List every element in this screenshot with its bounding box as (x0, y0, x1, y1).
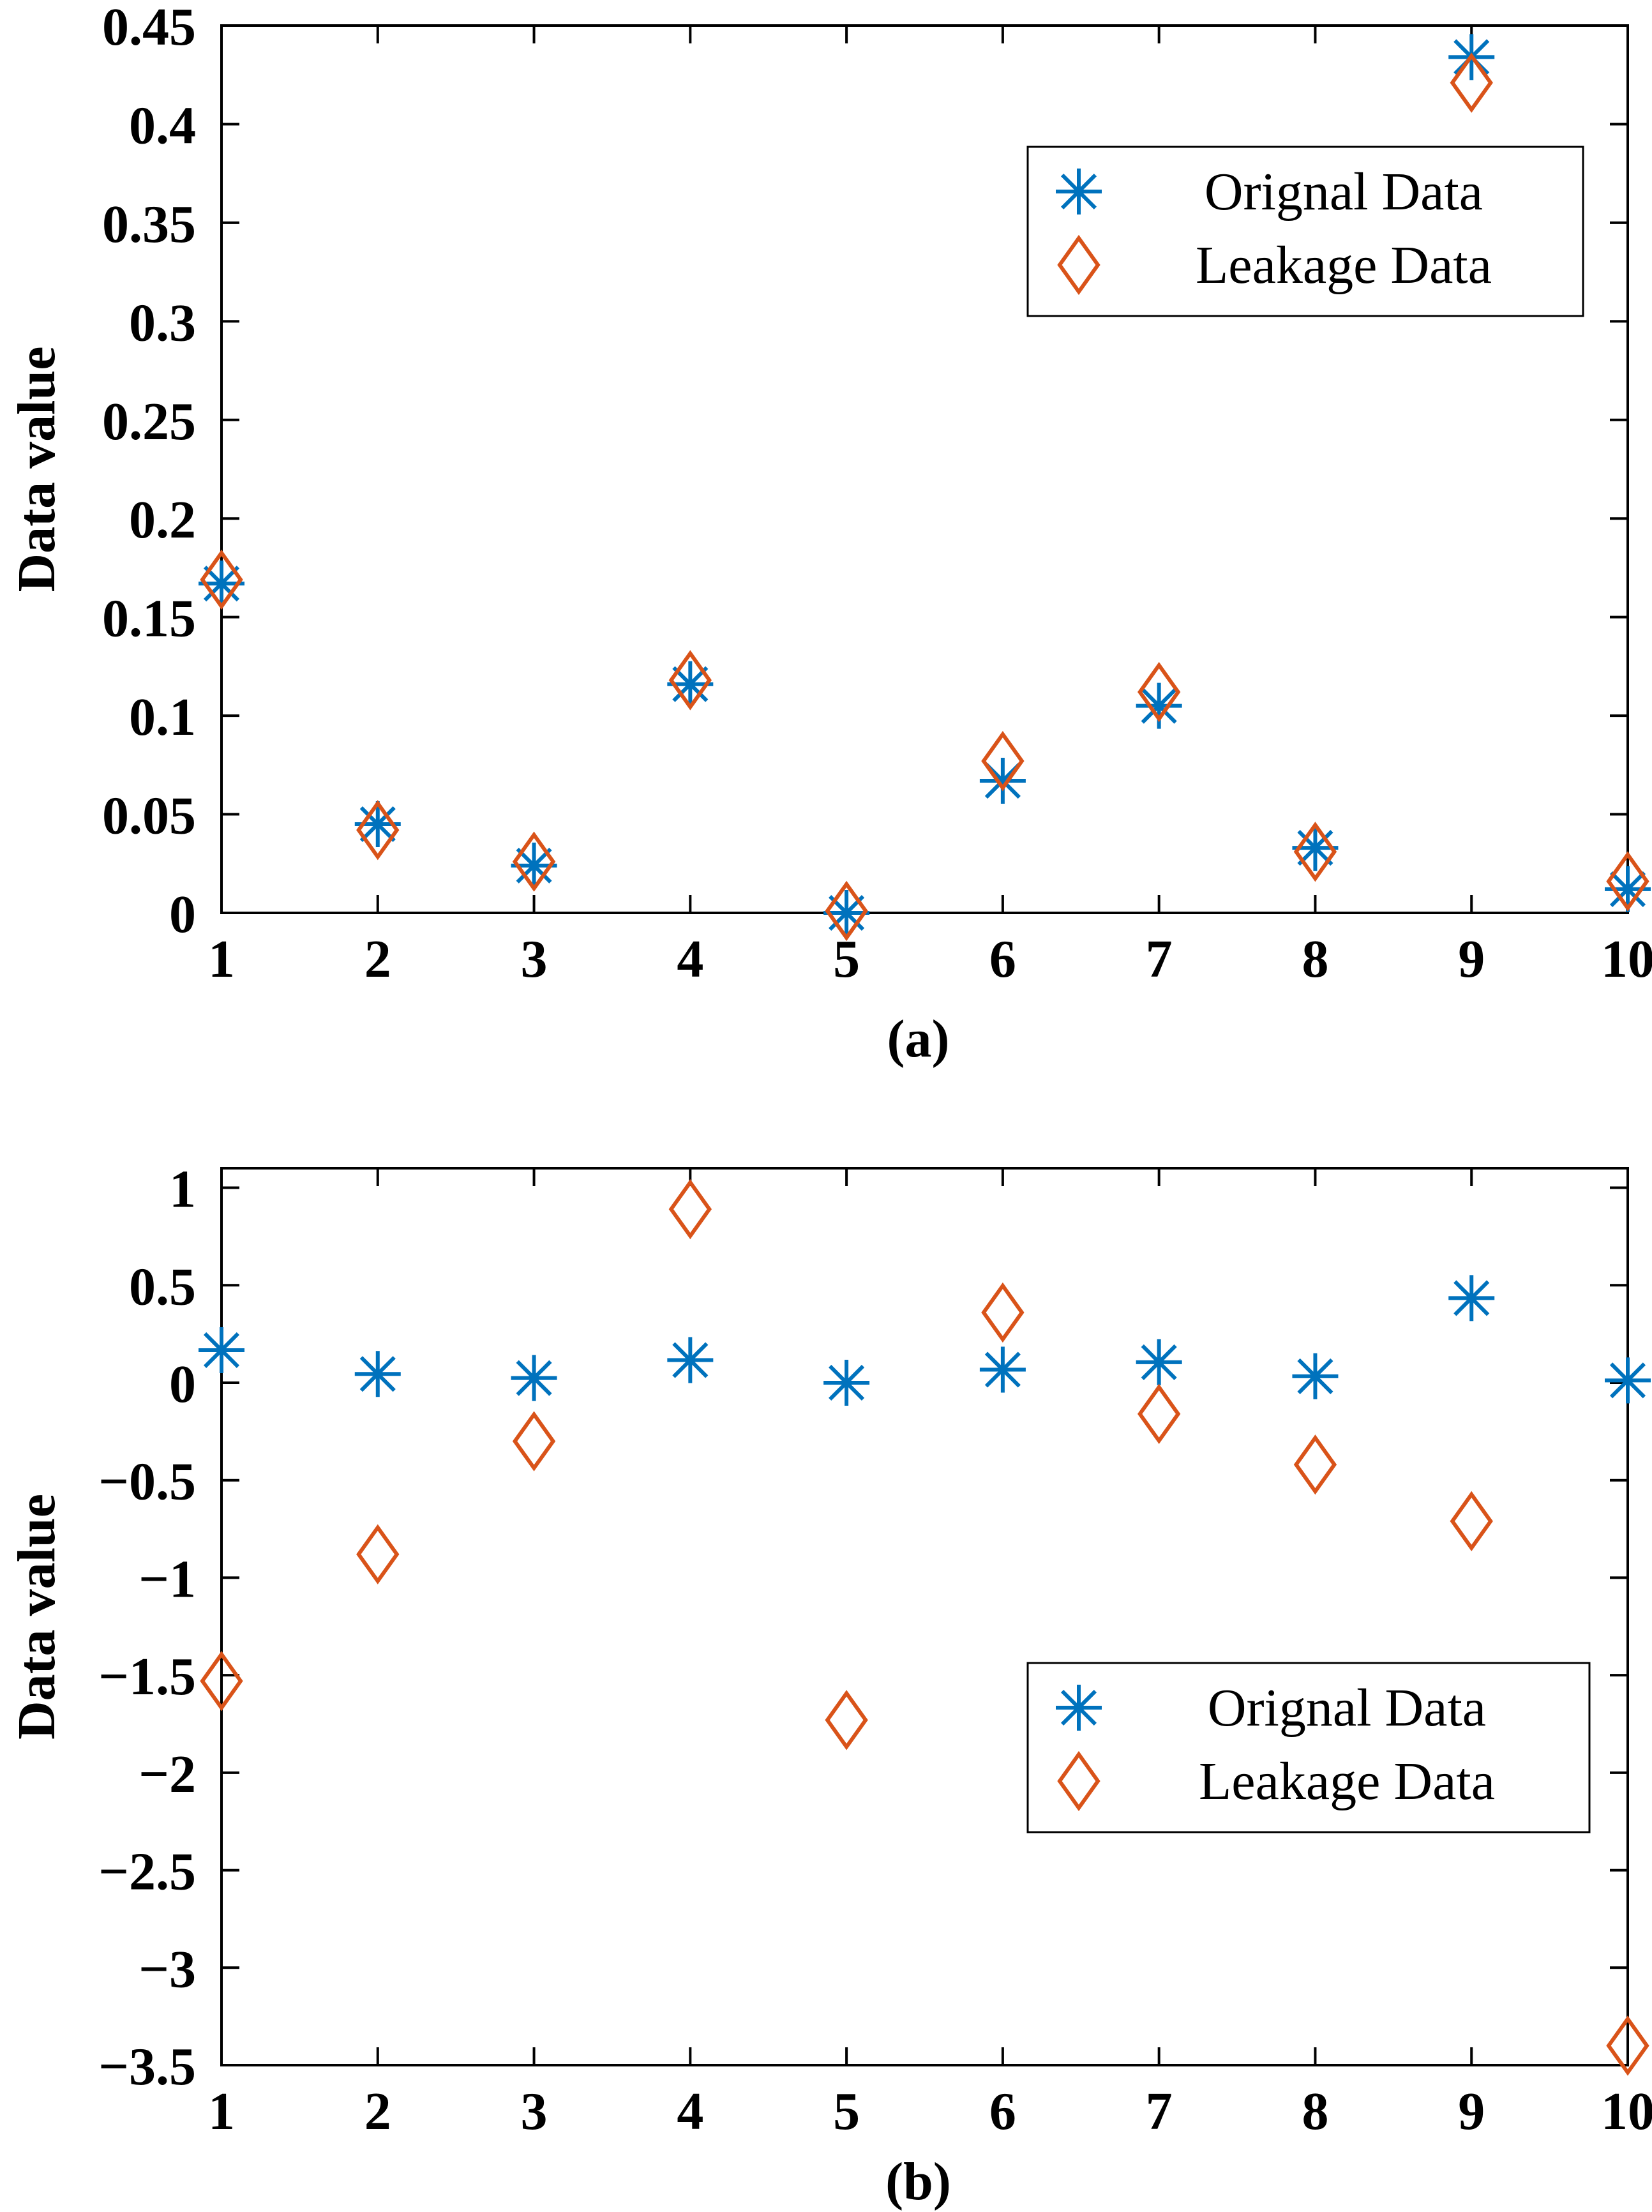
data-point-leakage (512, 831, 556, 892)
y-axis-label: Data value (7, 347, 66, 592)
data-point-leakage (981, 730, 1025, 792)
y-tick-label: 0.05 (102, 786, 196, 846)
legend-marker-leakage (1057, 1750, 1100, 1812)
y-tick-label: −0.5 (98, 1452, 196, 1512)
data-point-orignal (354, 1351, 401, 1397)
axes-box (220, 1167, 1629, 2066)
data-point-orignal (1136, 1339, 1182, 1385)
x-tick-label: 5 (833, 2082, 860, 2141)
data-point-leakage (1450, 52, 1493, 113)
y-tick-label: −1 (139, 1549, 196, 1609)
x-tick-label: 9 (1458, 2082, 1485, 2141)
x-tick-label: 10 (1601, 2082, 1652, 2141)
x-tick-label: 4 (677, 929, 703, 989)
x-tick-label: 2 (364, 929, 391, 989)
y-tick-label: −3.5 (98, 2037, 196, 2096)
data-point-leakage (1293, 822, 1337, 882)
data-point-leakage (1137, 661, 1181, 723)
data-point-orignal (1448, 1275, 1495, 1321)
y-axis-label: Data value (7, 1494, 66, 1740)
data-point-leakage (1606, 2015, 1649, 2076)
panel-caption: (b) (885, 2152, 951, 2211)
x-tick-label: 1 (208, 2082, 235, 2141)
y-tick-label: 0.5 (129, 1257, 196, 1316)
chart-a: 1 2 3 4 5 6 7 8 9 1000.050.10.150.20.250.30.350.4… (7, 0, 1652, 1069)
legend-box (1026, 146, 1584, 317)
legend-label: Leakage Data (1199, 1752, 1495, 1811)
y-tick-label: 0.35 (102, 195, 196, 254)
x-tick-label: 4 (677, 2082, 703, 2141)
legend-box (1026, 1662, 1591, 1833)
axes-box (220, 24, 1629, 914)
y-tick-label: 0.4 (129, 96, 196, 155)
y-tick-label: 0.25 (102, 392, 196, 451)
x-tick-label: 10 (1601, 929, 1652, 989)
y-tick-label: 0.45 (102, 0, 196, 57)
y-tick-label: 0.2 (129, 490, 196, 550)
data-point-leakage (825, 880, 868, 942)
y-tick-label: −2 (139, 1745, 196, 1804)
legend-label: Orignal Data (1205, 162, 1483, 222)
data-point-orignal (1292, 1353, 1339, 1399)
x-tick-label: 6 (989, 2082, 1016, 2141)
data-point-orignal (199, 1327, 244, 1373)
data-point-leakage (668, 650, 712, 711)
x-tick-label: 8 (1302, 2082, 1328, 2141)
data-point-leakage (200, 1651, 243, 1712)
data-point-leakage (1137, 1383, 1181, 1445)
x-tick-label: 9 (1458, 929, 1485, 989)
data-point-leakage (1293, 1434, 1337, 1495)
data-point-leakage (356, 1524, 400, 1584)
y-tick-label: 0 (169, 1355, 196, 1414)
data-point-orignal (667, 1337, 714, 1383)
data-point-leakage (512, 1411, 556, 1471)
data-point-orignal (979, 1346, 1026, 1393)
data-point-orignal (1605, 1357, 1651, 1404)
panel-caption: (a) (887, 1009, 950, 1069)
data-point-leakage (981, 1282, 1025, 1343)
data-point-leakage (356, 800, 400, 861)
data-point-leakage (200, 549, 243, 610)
data-point-orignal (511, 1355, 557, 1401)
data-point-leakage (668, 1178, 712, 1240)
data-point-leakage (1450, 1491, 1493, 1551)
y-tick-label: −3 (139, 1939, 196, 1999)
y-tick-label: −1.5 (98, 1647, 196, 1706)
x-tick-label: 2 (364, 2082, 391, 2141)
legend-label: Leakage Data (1196, 236, 1492, 295)
x-tick-label: 7 (1146, 929, 1173, 989)
y-tick-label: 1 (169, 1160, 196, 1219)
legend-marker-leakage (1057, 234, 1100, 296)
chart-b: 1 2 3 4 5 6 7 8 9 10 1 0.5 0 −0.5 −1 −1.5 −2 −2.5 −3 −3.5 Da… (7, 1160, 1652, 2211)
x-tick-label: 6 (989, 929, 1016, 989)
y-tick-label: 0.3 (129, 293, 196, 352)
x-tick-label: 7 (1146, 2082, 1173, 2141)
y-tick-label: −2.5 (98, 1842, 196, 1902)
legend-marker-orignal (1056, 169, 1102, 214)
x-tick-label: 3 (521, 929, 548, 989)
legend: Orignal Data Leakage Data (1026, 1662, 1591, 1833)
x-tick-label: 3 (521, 2082, 548, 2141)
y-tick-label: 0.1 (129, 688, 196, 747)
data-point-orignal (823, 1359, 870, 1406)
x-tick-label: 8 (1302, 929, 1328, 989)
data-point-leakage (825, 1690, 868, 1750)
y-tick-label: 0 (169, 885, 196, 944)
y-tick-label: 0.15 (102, 589, 196, 649)
data-point-leakage (1606, 851, 1649, 912)
legend: Orignal Data Leakage Data (1026, 146, 1584, 317)
legend-marker-orignal (1056, 1685, 1102, 1731)
legend-label: Orignal Data (1208, 1678, 1486, 1738)
x-tick-label: 1 (208, 929, 235, 989)
